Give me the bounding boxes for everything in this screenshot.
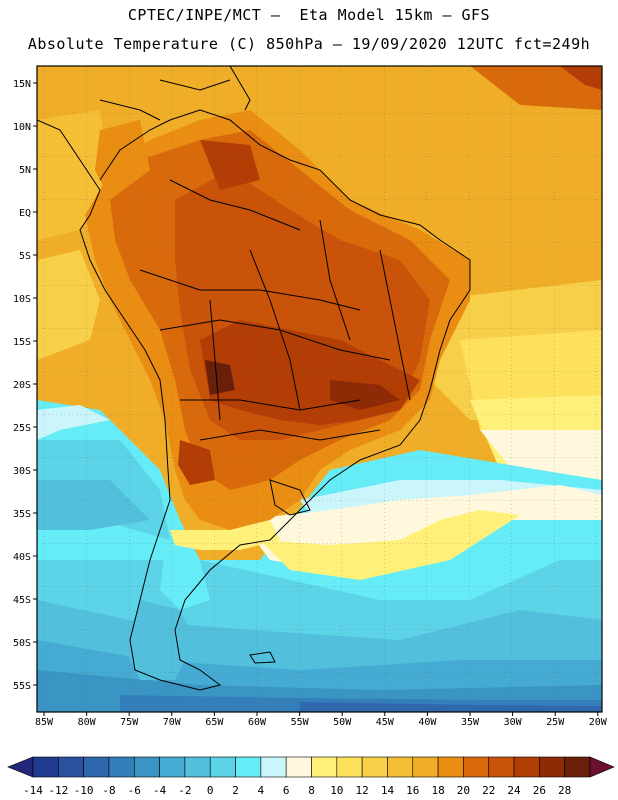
map-frame (36, 65, 603, 713)
colorbar-right-arrow (589, 756, 615, 778)
colorbar-label: 26 (533, 784, 546, 797)
lat-label: 30S (13, 466, 31, 477)
lon-label: 55W (291, 717, 310, 728)
temperature-field (37, 66, 602, 712)
colorbar-swatch (361, 756, 388, 778)
lon-label: 75W (120, 717, 139, 728)
lon-label: 60W (248, 717, 267, 728)
colorbar-label: 0 (207, 784, 214, 797)
longitude-axis: 85W 80W 75W 70W 65W 60W 55W 50W 45W 40W 35W 30W 25W 2… (35, 712, 608, 728)
lon-label: 50W (333, 717, 352, 728)
colorbar-swatch (539, 756, 565, 778)
colorbar-swatch (209, 756, 236, 778)
lon-label: 35W (461, 717, 480, 728)
coastline-outline (37, 66, 471, 691)
lon-label: 30W (504, 717, 523, 728)
lon-label: 25W (546, 717, 565, 728)
colorbar-swatch (133, 756, 160, 778)
colorbar-label: 28 (558, 784, 571, 797)
colorbar-swatch (285, 756, 312, 778)
lat-label: 10S (13, 294, 31, 305)
colorbar-swatch (387, 756, 414, 778)
colorbar-swatch (513, 756, 540, 778)
colorbar-label: -6 (128, 784, 141, 797)
colorbar-label: 8 (308, 784, 315, 797)
lat-label: 15N (13, 79, 31, 90)
chart-title-line1: CPTEC/INPE/MCT — Eta Model 15km — GFS (127, 6, 491, 24)
colorbar-left-arrow (7, 756, 34, 778)
colorbar-label: 22 (482, 784, 495, 797)
colorbar-label: 2 (232, 784, 239, 797)
lat-label: 55S (13, 681, 31, 692)
lat-label: 5N (19, 165, 31, 176)
colorbar-swatch (437, 756, 464, 778)
lon-label: 80W (78, 717, 97, 728)
colorbar-swatch (32, 756, 59, 778)
chart-title-line2: Absolute Temperature (C) 850hPa — 19/09/… (27, 35, 591, 53)
lon-label: 65W (205, 717, 224, 728)
lon-label: 45W (376, 717, 395, 728)
lat-label: 45S (13, 595, 31, 606)
colorbar-swatch (235, 756, 262, 778)
lat-label: 50S (13, 638, 31, 649)
colorbar-label: -14 (23, 784, 43, 797)
colorbar-label: -4 (153, 784, 167, 797)
colorbar-swatch (83, 756, 110, 778)
colorbar: -14 -12 -10 -8 -6 -4 -2 0 2 4 6 8 10 12 14 16 18 20 22 24 26… (7, 756, 615, 797)
lat-label: 10N (13, 122, 31, 133)
colorbar-swatch (336, 756, 363, 778)
colorbar-label: 24 (507, 784, 521, 797)
colorbar-label: -2 (178, 784, 191, 797)
colorbar-label: 6 (283, 784, 290, 797)
lat-label: 35S (13, 509, 31, 520)
colorbar-label: 10 (330, 784, 343, 797)
colorbar-label: 16 (406, 784, 419, 797)
colorbar-label: 14 (381, 784, 395, 797)
colorbar-label: -8 (102, 784, 115, 797)
colorbar-swatch (159, 756, 186, 778)
colorbar-label: 18 (431, 784, 444, 797)
colorbar-swatch (463, 756, 490, 778)
colorbar-swatch (58, 756, 84, 778)
lat-label: EQ (19, 208, 31, 219)
colorbar-swatch (260, 756, 287, 778)
lat-label: 20S (13, 380, 31, 391)
colorbar-label: 12 (356, 784, 369, 797)
colorbar-label: -10 (74, 784, 94, 797)
colorbar-label: 20 (457, 784, 470, 797)
lon-label: 70W (163, 717, 182, 728)
lon-label: 20W (589, 717, 608, 728)
lat-label: 40S (13, 552, 31, 563)
lon-label: 85W (35, 717, 54, 728)
colorbar-label: -12 (48, 784, 68, 797)
colorbar-swatch (184, 756, 211, 778)
colorbar-swatch (564, 756, 591, 778)
lat-label: 15S (13, 337, 31, 348)
lat-label: 5S (19, 251, 31, 262)
colorbar-swatch (488, 756, 515, 778)
lat-label: 25S (13, 423, 31, 434)
colorbar-label: 4 (258, 784, 265, 797)
colorbar-swatch (311, 756, 338, 778)
colorbar-swatch (108, 756, 135, 778)
colorbar-swatch (412, 756, 439, 778)
lon-label: 40W (418, 717, 437, 728)
latitude-axis: 15N 10N 5N EQ 5S 10S 15S 20S 25S 30S 35S 40S 45S 50S 5… (13, 79, 37, 692)
